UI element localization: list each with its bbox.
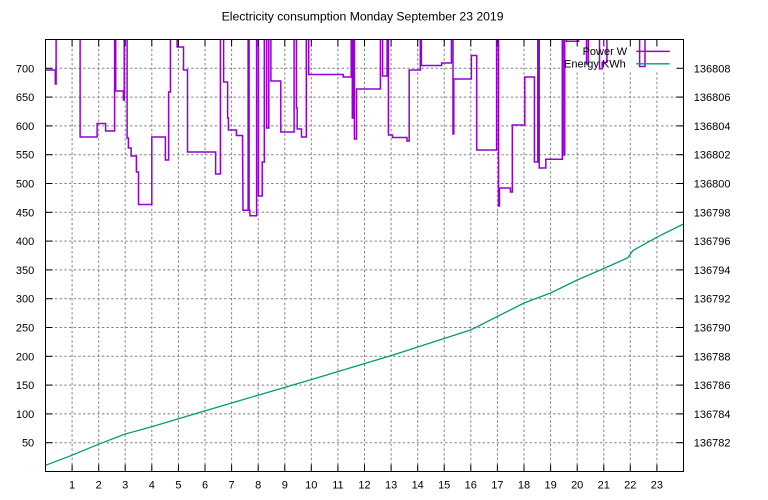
svg-text:300: 300 [16, 294, 34, 306]
svg-text:12: 12 [358, 479, 370, 491]
svg-text:3: 3 [122, 479, 128, 491]
svg-text:16: 16 [465, 479, 477, 491]
svg-text:136800: 136800 [694, 179, 731, 191]
svg-text:Electricity consumption Monday: Electricity consumption Monday September… [222, 10, 504, 24]
svg-text:15: 15 [438, 479, 450, 491]
svg-text:136798: 136798 [694, 207, 731, 219]
svg-text:23: 23 [651, 479, 663, 491]
svg-text:6: 6 [202, 479, 208, 491]
svg-text:600: 600 [16, 121, 34, 133]
svg-text:Energy KWh: Energy KWh [564, 58, 626, 70]
svg-text:Power W: Power W [583, 46, 628, 58]
svg-text:19: 19 [544, 479, 556, 491]
svg-text:136782: 136782 [694, 438, 731, 450]
svg-text:14: 14 [412, 479, 424, 491]
svg-text:11: 11 [332, 479, 343, 491]
svg-text:400: 400 [16, 236, 34, 248]
svg-text:50: 50 [22, 438, 34, 450]
svg-text:22: 22 [624, 479, 636, 491]
svg-text:2: 2 [96, 479, 102, 491]
svg-text:136804: 136804 [694, 121, 731, 133]
svg-text:150: 150 [16, 380, 34, 392]
svg-text:17: 17 [491, 479, 503, 491]
svg-text:5: 5 [175, 479, 181, 491]
svg-text:136784: 136784 [694, 409, 731, 421]
svg-text:700: 700 [16, 63, 34, 75]
svg-text:500: 500 [16, 179, 34, 191]
svg-text:200: 200 [16, 351, 34, 363]
svg-text:20: 20 [571, 479, 583, 491]
svg-text:450: 450 [16, 207, 34, 219]
svg-text:136806: 136806 [694, 92, 731, 104]
svg-text:136786: 136786 [694, 380, 731, 392]
svg-text:10: 10 [305, 479, 317, 491]
svg-text:136790: 136790 [694, 323, 731, 335]
svg-text:250: 250 [16, 323, 34, 335]
svg-text:136794: 136794 [694, 265, 731, 277]
svg-text:4: 4 [149, 479, 155, 491]
svg-text:350: 350 [16, 265, 34, 277]
svg-text:136808: 136808 [694, 63, 731, 75]
svg-text:100: 100 [16, 409, 34, 421]
svg-text:8: 8 [255, 479, 261, 491]
svg-text:136792: 136792 [694, 294, 731, 306]
svg-text:21: 21 [598, 479, 610, 491]
svg-text:13: 13 [385, 479, 397, 491]
svg-text:136802: 136802 [694, 150, 731, 162]
svg-text:1: 1 [69, 479, 75, 491]
svg-text:136788: 136788 [694, 351, 731, 363]
svg-text:9: 9 [282, 479, 288, 491]
svg-text:650: 650 [16, 92, 34, 104]
svg-text:136796: 136796 [694, 236, 731, 248]
svg-text:18: 18 [518, 479, 530, 491]
svg-text:550: 550 [16, 150, 34, 162]
svg-text:7: 7 [229, 479, 235, 491]
